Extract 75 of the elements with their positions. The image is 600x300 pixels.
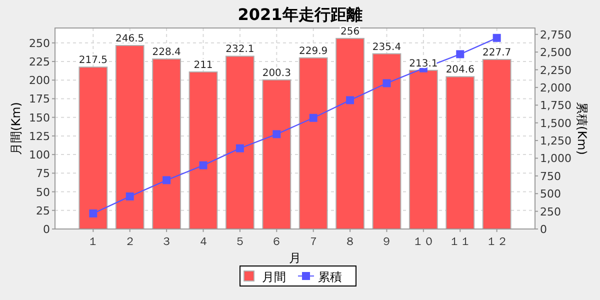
point — [492, 34, 501, 42]
x-tick-label: １２ — [486, 235, 508, 248]
bar — [336, 38, 364, 230]
x-tick-label: １１ — [449, 235, 472, 248]
y2-tick-label: 1,250 — [540, 134, 572, 148]
y2-tick-label: 2,500 — [540, 46, 572, 60]
x-tick-label: １ — [88, 235, 99, 248]
y2-tick-label: 1,000 — [540, 152, 572, 166]
data-label: 232.1 — [226, 44, 254, 56]
chart-title: 2021年走行距離 — [238, 5, 362, 24]
data-label: 200.3 — [262, 68, 291, 79]
x-tick-label: ４ — [198, 235, 209, 248]
y-tick-label: 100 — [29, 148, 50, 162]
point — [456, 50, 464, 58]
data-label: 227.7 — [482, 47, 512, 58]
point — [126, 192, 134, 200]
y-tick-label: 200 — [29, 74, 50, 88]
bar — [115, 44, 144, 230]
y-tick-label: 225 — [29, 56, 50, 68]
x-tick-label: １０ — [412, 235, 434, 248]
y2-tick-label: 2,000 — [540, 81, 572, 94]
y2-tick-label: 250 — [540, 205, 561, 218]
y2-axis-title: 累積(Km) — [575, 102, 589, 155]
y-tick-label: 125 — [29, 130, 50, 143]
data-label: 246.5 — [116, 33, 144, 44]
data-label: 217.5 — [78, 55, 108, 66]
data-label: 256 — [340, 26, 360, 38]
point — [309, 114, 318, 122]
y2-tick-label: 1,750 — [540, 99, 572, 112]
legend-label: 累積 — [318, 270, 342, 284]
y2-tick-label: 1,500 — [540, 116, 572, 130]
point — [89, 209, 98, 218]
data-label: 211 — [194, 60, 213, 71]
bar — [152, 58, 182, 230]
y-tick-label: 250 — [29, 36, 50, 50]
bar — [262, 79, 292, 230]
x-tick-label: ２ — [124, 235, 136, 248]
bar — [188, 71, 218, 230]
y-tick-label: 50 — [36, 186, 50, 199]
bar — [226, 56, 254, 230]
data-label: 228.4 — [152, 46, 181, 58]
point — [236, 144, 244, 152]
legend-label: 月間 — [262, 270, 286, 284]
x-tick-label: ５ — [234, 235, 246, 248]
x-tick-label: ６ — [271, 235, 282, 248]
x-axis-title: 月 — [289, 251, 301, 265]
y-tick-label: 0 — [43, 223, 50, 236]
y-tick-label: 150 — [29, 111, 50, 124]
x-tick-label: ９ — [381, 235, 392, 248]
bar — [298, 57, 328, 230]
data-label: 204.6 — [446, 64, 474, 76]
x-tick-label: ７ — [308, 235, 319, 248]
bar — [78, 66, 108, 230]
y-tick-label: 175 — [29, 92, 50, 106]
point — [162, 176, 171, 184]
bar — [372, 53, 402, 230]
y-tick-label: 25 — [36, 204, 50, 218]
point — [382, 79, 391, 88]
y-tick-label: 75 — [36, 167, 50, 180]
bar — [482, 58, 512, 230]
x-tick-label: ８ — [344, 235, 356, 248]
y-axis-title: 月間(Km) — [9, 102, 23, 155]
data-label: 229.9 — [299, 46, 328, 57]
x-tick-label: ３ — [161, 235, 172, 248]
y2-tick-label: 500 — [540, 188, 561, 201]
y2-tick-label: 750 — [540, 170, 561, 183]
y2-tick-label: 0 — [540, 223, 547, 236]
y2-tick-label: 2,750 — [540, 28, 572, 42]
data-label: 235.4 — [372, 42, 402, 53]
y2-tick-label: 2,250 — [540, 64, 572, 77]
bar — [408, 70, 438, 230]
point — [346, 96, 354, 104]
bar — [446, 76, 475, 230]
point — [199, 161, 208, 170]
point — [272, 130, 281, 138]
